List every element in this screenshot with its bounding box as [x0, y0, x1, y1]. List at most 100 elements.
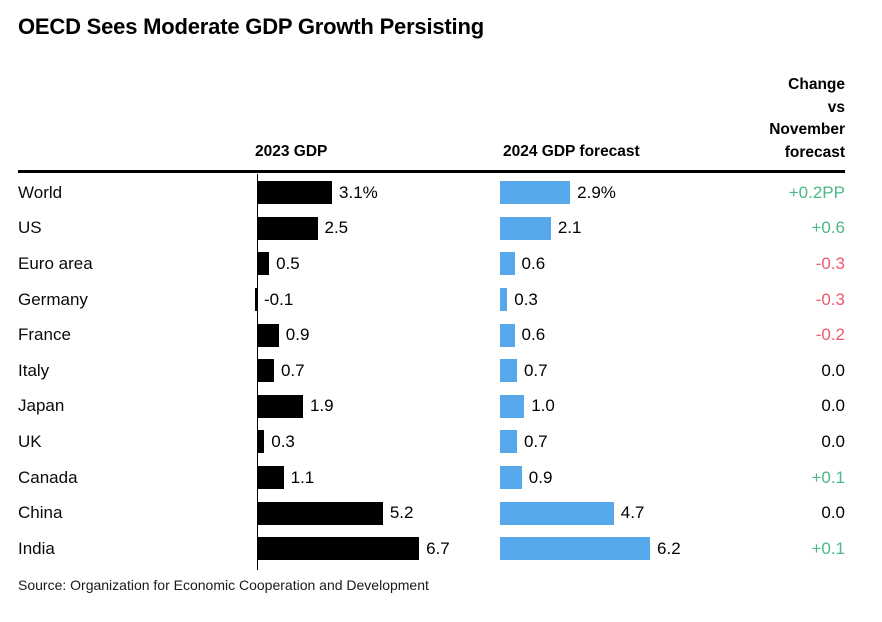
table-row: UK 0.3 0.7 0.0	[18, 424, 845, 460]
bar-cell-2023: 6.7	[257, 531, 500, 567]
table-row: Euro area 0.5 0.6 -0.3	[18, 246, 845, 282]
country-label: Euro area	[18, 253, 93, 273]
bar-value-2023: 0.3	[271, 431, 295, 451]
column-header-2023-gdp: 2023 GDP	[255, 143, 328, 160]
change-value: +0.1	[811, 467, 845, 487]
change-value: -0.3	[815, 253, 845, 273]
bar-cell-2024: 0.9	[500, 460, 700, 496]
bar-value-2023: 2.5	[324, 218, 349, 238]
country-label: UK	[18, 431, 42, 451]
bar-cell-2023: 1.1	[257, 460, 500, 496]
bar-cell-2024: 0.6	[500, 246, 700, 282]
bar-value-2023: 3.1%	[339, 182, 378, 202]
bar-cell-2024: 2.1	[500, 211, 700, 247]
bar-2024-gdp-forecast	[500, 359, 517, 383]
table-row: Italy 0.7 0.7 0.0	[18, 353, 845, 389]
change-value: 0.0	[821, 431, 845, 451]
bar-2023-gdp	[257, 537, 420, 561]
change-value: -0.3	[815, 289, 845, 309]
bar-value-2023: 1.9	[309, 396, 334, 416]
bar-value-2023: 1.1	[290, 467, 315, 487]
bar-2024-gdp-forecast	[500, 466, 522, 490]
bar-2023-gdp	[257, 466, 284, 490]
source-note: Source: Organization for Economic Cooper…	[18, 577, 429, 593]
bar-cell-2023: 5.2	[257, 495, 500, 531]
bar-value-2024: 2.1	[557, 218, 582, 238]
bar-2024-gdp-forecast	[500, 501, 614, 525]
bar-value-2023: 0.9	[285, 325, 310, 345]
bar-cell-2024: 1.0	[500, 389, 700, 425]
bar-cell-2024: 0.6	[500, 317, 700, 353]
change-value: +0.6	[811, 218, 845, 238]
bar-value-2024: 2.9%	[577, 182, 616, 202]
change-value: 0.0	[821, 360, 845, 380]
bar-value-2024: 0.3	[514, 289, 538, 309]
country-label: Japan	[18, 396, 65, 416]
bar-cell-2023: 0.7	[257, 353, 500, 389]
change-value: +0.2PP	[788, 182, 845, 202]
bar-2024-gdp-forecast	[500, 394, 525, 418]
bar-2023-gdp	[257, 394, 303, 418]
bar-value-2024: 0.7	[523, 431, 548, 451]
bar-value-2024: 0.6	[521, 253, 546, 273]
bar-cell-2023: 1.9	[257, 389, 500, 425]
table-row: US 2.5 2.1 +0.6	[18, 211, 845, 247]
bar-cell-2023: 0.3	[257, 424, 500, 460]
country-label: France	[18, 325, 71, 345]
bar-value-2023: 0.7	[280, 360, 305, 380]
country-label: India	[18, 538, 55, 558]
change-value: +0.1	[811, 538, 845, 558]
bar-value-2024: 0.9	[528, 467, 553, 487]
bar-value-2023: -0.1	[264, 289, 294, 309]
change-column-header: Change vs November forecast	[769, 76, 845, 161]
bar-value-2024: 0.7	[523, 360, 548, 380]
table-row: Canada 1.1 0.9 +0.1	[18, 460, 845, 496]
bar-2024-gdp-forecast	[500, 323, 515, 347]
bar-2023-gdp	[257, 252, 270, 276]
chart-title: OECD Sees Moderate GDP Growth Persisting	[18, 14, 484, 39]
bar-value-2023: 5.2	[389, 503, 414, 523]
bar-cell-2024: 6.2	[500, 531, 700, 567]
bar-2023-gdp	[257, 181, 333, 205]
bar-value-2023: 0.5	[276, 253, 300, 273]
bar-2024-gdp-forecast	[500, 288, 508, 312]
country-label: Italy	[18, 360, 50, 380]
bar-2024-gdp-forecast	[500, 537, 651, 561]
bar-cell-2023: 0.5	[257, 246, 500, 282]
bar-2024-gdp-forecast	[500, 252, 515, 276]
bar-value-2024: 0.6	[521, 325, 546, 345]
bar-2024-gdp-forecast	[500, 430, 517, 454]
bar-cell-2024: 0.7	[500, 353, 700, 389]
change-value: 0.0	[821, 503, 845, 523]
country-label: China	[18, 503, 63, 523]
bar-2023-gdp	[257, 359, 274, 383]
table-row: India 6.7 6.2 +0.1	[18, 531, 845, 567]
bar-2023-gdp	[254, 288, 257, 312]
bar-cell-2023: -0.1	[254, 282, 500, 318]
change-value: 0.0	[821, 396, 845, 416]
bar-2024-gdp-forecast	[500, 181, 571, 205]
table-row: Japan 1.9 1.0 0.0	[18, 389, 845, 425]
table-row: China 5.2 4.7 0.0	[18, 495, 845, 531]
country-label: World	[18, 182, 63, 202]
header-rule	[18, 170, 845, 173]
chart-rows: World 3.1% 2.9% +0.2PP US 2.5 2.1 +0.6 Euro area…	[18, 175, 845, 567]
bar-cell-2023: 2.5	[257, 211, 500, 247]
bar-2023-gdp	[257, 216, 318, 240]
bar-cell-2024: 2.9%	[500, 175, 700, 211]
bar-value-2024: 6.2	[657, 538, 681, 558]
bar-2023-gdp	[257, 323, 279, 347]
bar-cell-2024: 4.7	[500, 495, 700, 531]
column-header-2024-gdp-forecast: 2024 GDP forecast	[503, 143, 640, 160]
bar-cell-2023: 0.9	[257, 317, 500, 353]
country-label: Germany	[18, 289, 88, 309]
table-row: Germany -0.1 0.3 -0.3	[18, 282, 845, 318]
country-label: US	[18, 218, 42, 238]
bar-value-2024: 4.7	[620, 503, 645, 523]
bar-cell-2023: 3.1%	[257, 175, 500, 211]
bar-value-2023: 6.7	[426, 538, 450, 558]
bar-2024-gdp-forecast	[500, 216, 551, 240]
table-row: World 3.1% 2.9% +0.2PP	[18, 175, 845, 211]
country-label: Canada	[18, 467, 78, 487]
